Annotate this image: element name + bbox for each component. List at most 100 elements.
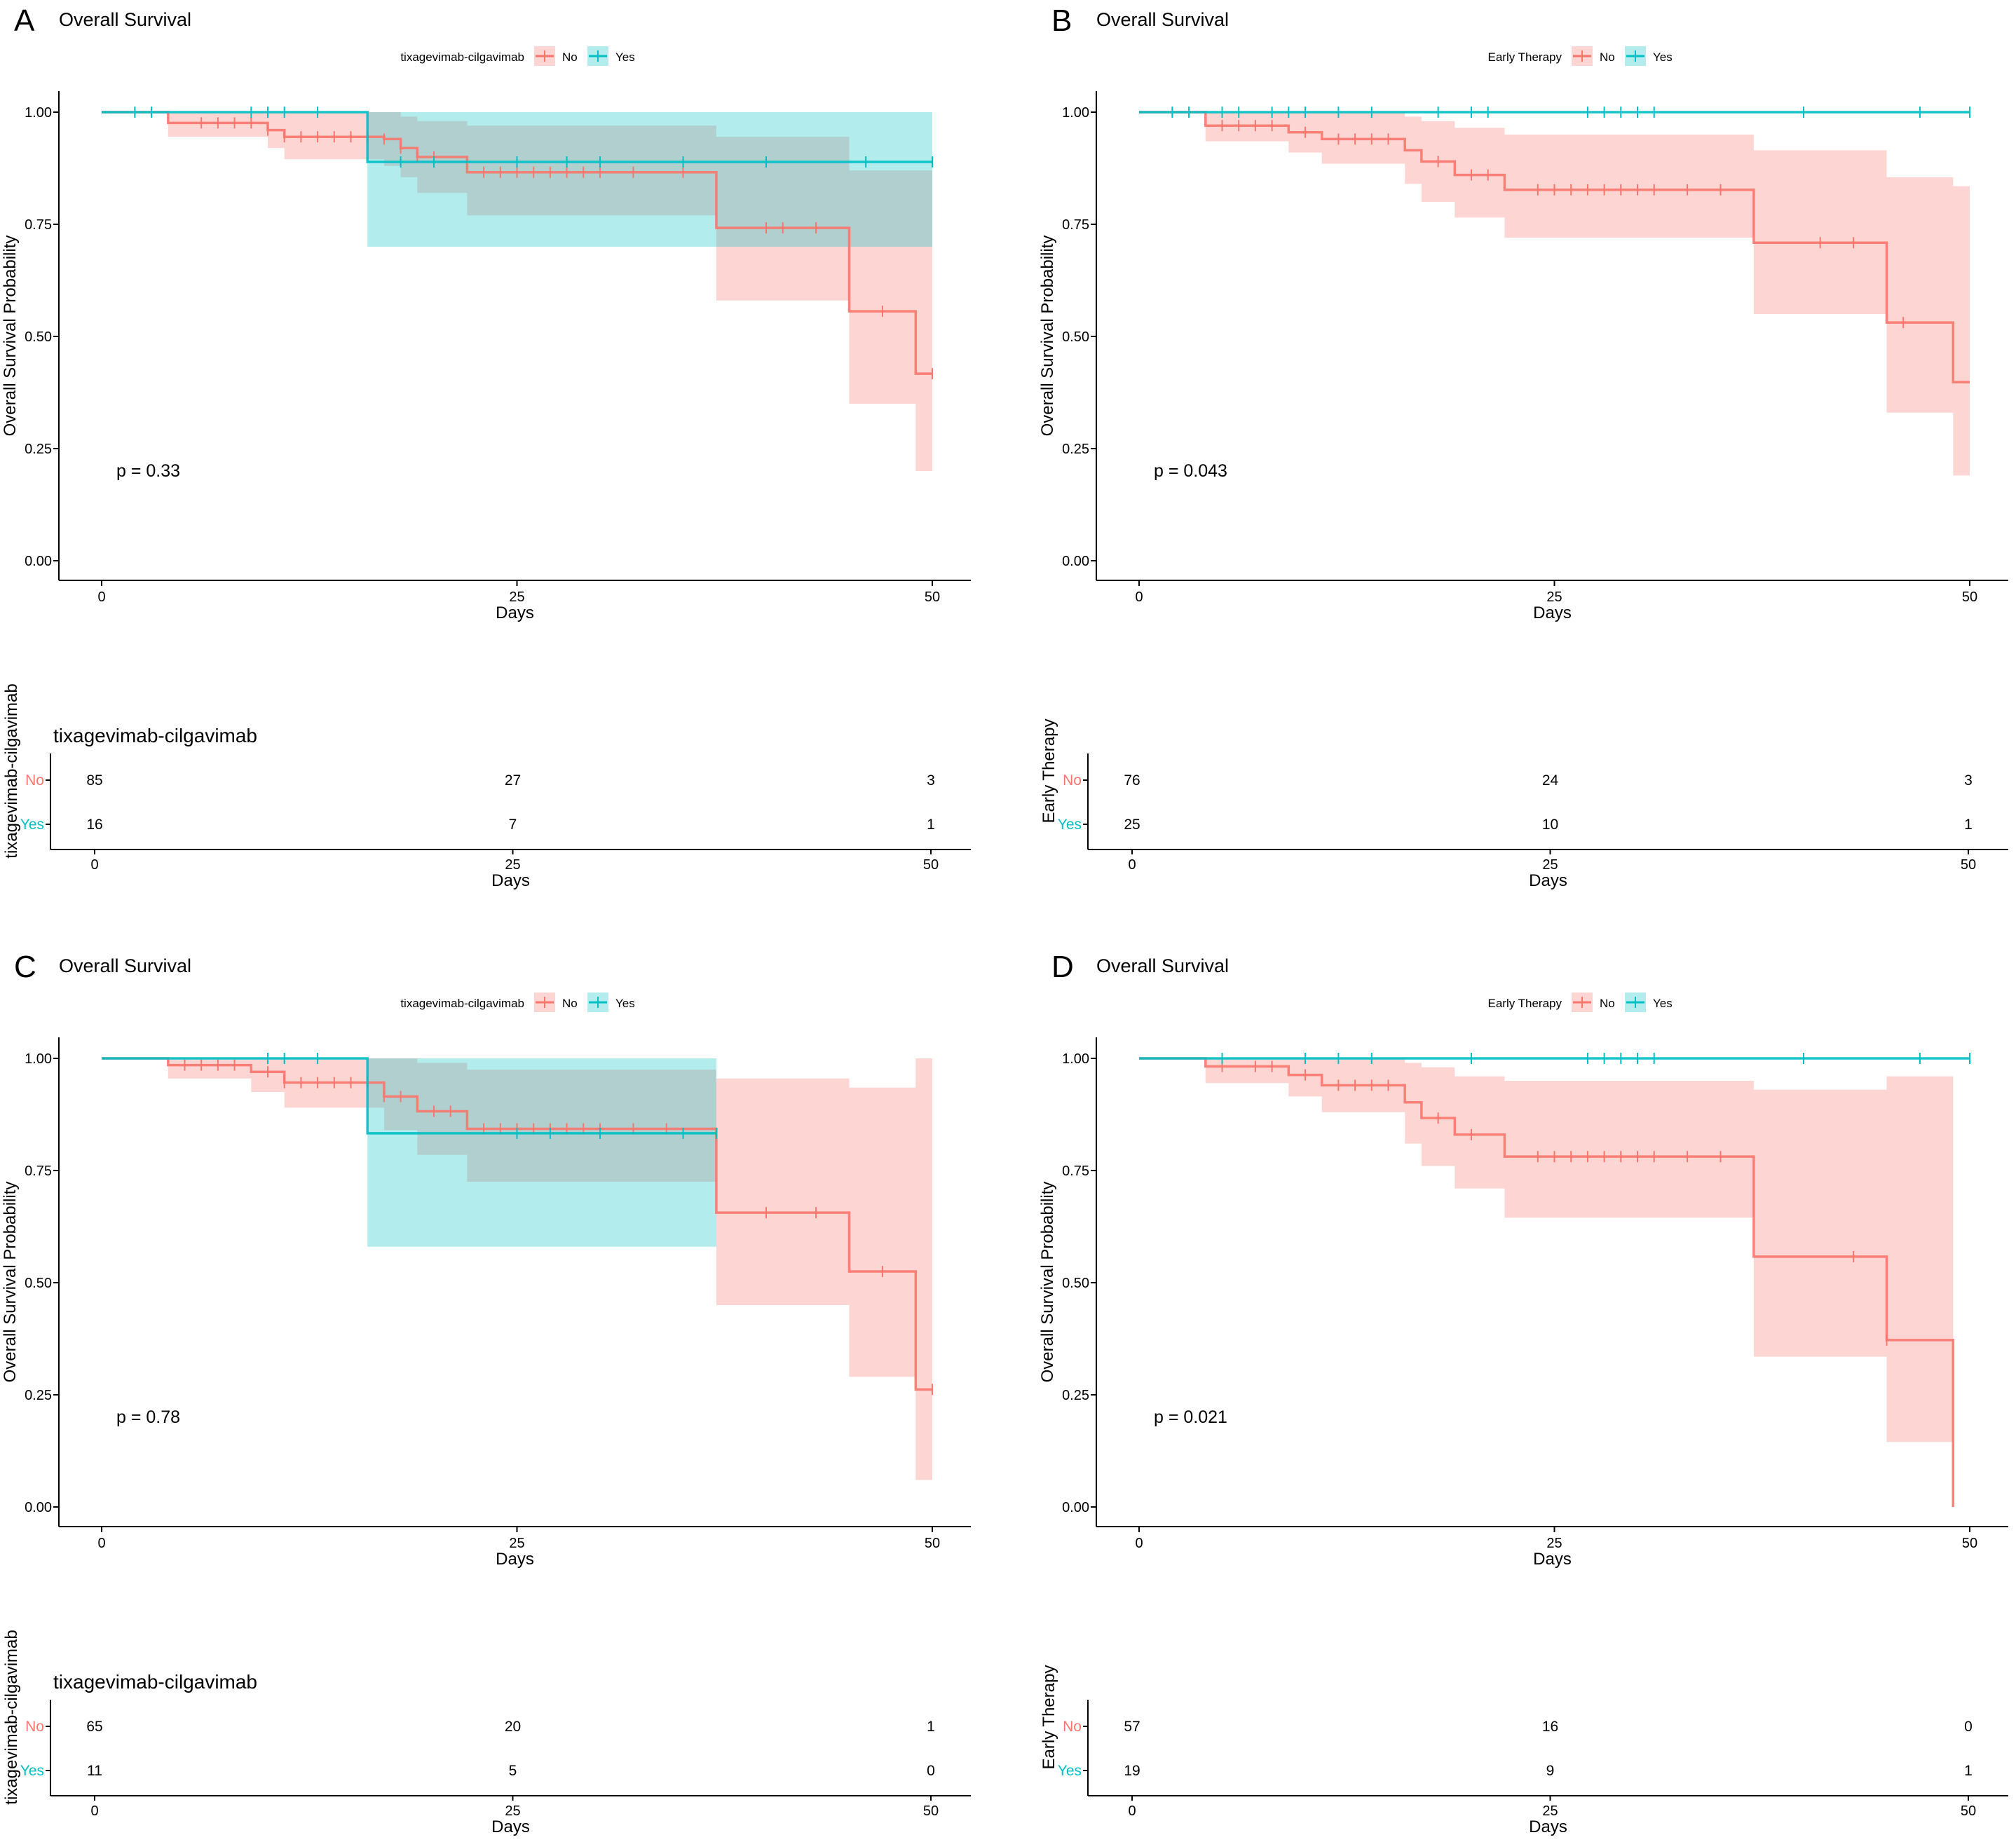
x-tick-label: 25 xyxy=(509,1536,524,1551)
y-tick-label: 0.00 xyxy=(1062,554,1089,569)
legend: Early Therapy No Yes xyxy=(1487,46,1673,66)
y-tick-label: 0.25 xyxy=(1062,1388,1089,1403)
x-axis-label: Days xyxy=(496,603,534,622)
risk-x-tick-label: 25 xyxy=(1542,1803,1558,1819)
y-axis-label: Overall Survival Probability xyxy=(1038,236,1057,437)
risk-x-tick-label: 0 xyxy=(1128,857,1136,873)
x-axis-label: Days xyxy=(1533,1550,1572,1569)
risk-strata-label-yes: Yes xyxy=(1058,817,1082,833)
y-tick-label: 0.50 xyxy=(1062,1276,1089,1291)
y-tick-label: 0.25 xyxy=(25,1388,52,1403)
risk-table: No 57 16 0 Yes 19 9 1 0 25 50 Days Early Therapy xyxy=(1040,1665,2008,1836)
legend-label-no: No xyxy=(562,50,578,64)
survival-curve-yes xyxy=(102,111,932,163)
ci-band-no xyxy=(1139,1058,1954,1442)
risk-table-title: tixagevimab-cilgavimab xyxy=(53,725,257,746)
y-axis-label: Overall Survival Probability xyxy=(1,236,20,437)
risk-y-axis-label: tixagevimab-cilgavimab xyxy=(2,1630,21,1804)
y-axis-label: Overall Survival Probability xyxy=(1038,1182,1057,1383)
risk-count-no: 57 xyxy=(1124,1719,1140,1735)
risk-x-tick-label: 0 xyxy=(90,857,98,873)
y-tick-label: 0.75 xyxy=(25,217,52,233)
risk-count-yes: 10 xyxy=(1542,817,1558,833)
risk-x-axis-label: Days xyxy=(1529,1817,1567,1836)
legend-title: Early Therapy xyxy=(1487,50,1562,64)
y-tick-label: 0.75 xyxy=(1062,1164,1089,1179)
risk-count-no: 16 xyxy=(1542,1719,1558,1735)
risk-strata-label-no: No xyxy=(25,1719,44,1735)
p-value: p = 0.021 xyxy=(1154,1407,1227,1427)
x-tick-label: 50 xyxy=(925,1536,940,1551)
risk-y-axis-label: Early Therapy xyxy=(1040,1665,1058,1770)
y-tick-label: 1.00 xyxy=(25,1051,52,1067)
panel-b: B Overall Survival Early Therapy No Yes 0.00 0… xyxy=(1038,4,2008,890)
risk-count-yes: 1 xyxy=(927,817,935,833)
y-tick-label: 1.00 xyxy=(1062,105,1089,121)
risk-x-tick-label: 0 xyxy=(90,1803,98,1819)
x-axis-label: Days xyxy=(1533,603,1572,622)
risk-x-axis-label: Days xyxy=(491,871,530,890)
risk-count-no: 0 xyxy=(1964,1719,1973,1735)
risk-strata-label-no: No xyxy=(1063,1719,1082,1735)
risk-count-yes: 7 xyxy=(509,817,517,833)
risk-count-no: 27 xyxy=(505,772,521,789)
risk-x-tick-label: 25 xyxy=(1542,857,1558,873)
panel-letter: D xyxy=(1051,950,1074,984)
x-tick-label: 50 xyxy=(1962,589,1977,605)
risk-x-tick-label: 50 xyxy=(923,1803,939,1819)
legend-title: tixagevimab-cilgavimab xyxy=(400,50,524,64)
y-tick-label: 0.50 xyxy=(1062,329,1089,345)
x-tick-label: 0 xyxy=(1135,1536,1143,1551)
panel-title: Overall Survival xyxy=(1096,9,1229,30)
risk-strata-label-no: No xyxy=(25,772,44,789)
risk-x-tick-label: 50 xyxy=(1961,857,1976,873)
x-tick-label: 0 xyxy=(1135,589,1143,605)
y-tick-label: 0.25 xyxy=(25,442,52,457)
legend-label-yes: Yes xyxy=(1653,997,1673,1010)
x-tick-label: 0 xyxy=(97,589,105,605)
x-tick-label: 50 xyxy=(1962,1536,1977,1551)
y-tick-label: 0.00 xyxy=(25,1500,52,1515)
risk-y-axis-label: Early Therapy xyxy=(1040,719,1058,824)
risk-count-no: 85 xyxy=(86,772,102,789)
risk-count-yes: 9 xyxy=(1546,1763,1555,1779)
risk-count-yes: 11 xyxy=(87,1763,102,1779)
panel-d: D Overall Survival Early Therapy No Yes 0.00 0… xyxy=(1038,950,2008,1836)
risk-count-no: 3 xyxy=(927,772,935,789)
y-tick-label: 0.25 xyxy=(1062,442,1089,457)
p-value: p = 0.78 xyxy=(116,1407,180,1427)
risk-count-no: 24 xyxy=(1542,772,1559,789)
y-tick-label: 0.75 xyxy=(1062,217,1089,233)
risk-count-yes: 0 xyxy=(927,1763,935,1779)
ci-band-no xyxy=(102,112,932,471)
legend-title: tixagevimab-cilgavimab xyxy=(400,997,524,1010)
risk-count-yes: 19 xyxy=(1124,1763,1140,1779)
risk-x-axis-label: Days xyxy=(491,1817,530,1836)
y-axis-label: Overall Survival Probability xyxy=(1,1182,20,1383)
risk-count-yes: 16 xyxy=(86,817,102,833)
panel-title: Overall Survival xyxy=(59,955,191,976)
x-tick-label: 25 xyxy=(509,589,524,605)
risk-count-yes: 1 xyxy=(1964,817,1973,833)
legend-title: Early Therapy xyxy=(1487,997,1562,1010)
legend: Early Therapy No Yes xyxy=(1487,992,1673,1012)
risk-strata-label-no: No xyxy=(1063,772,1082,789)
legend-label-no: No xyxy=(1600,50,1615,64)
risk-x-tick-label: 25 xyxy=(505,857,520,873)
y-tick-label: 0.75 xyxy=(25,1164,52,1179)
y-tick-label: 1.00 xyxy=(25,105,52,121)
legend: tixagevimab-cilgavimab No Yes xyxy=(400,46,635,66)
risk-table-title: tixagevimab-cilgavimab xyxy=(53,1671,257,1693)
y-tick-label: 1.00 xyxy=(1062,1051,1089,1067)
legend-label-no: No xyxy=(562,997,578,1010)
y-tick-label: 0.50 xyxy=(25,1276,52,1291)
ci-band-no xyxy=(1139,112,1970,476)
ci-band-yes xyxy=(102,1058,716,1247)
x-axis-label: Days xyxy=(496,1550,534,1569)
risk-x-tick-label: 50 xyxy=(1961,1803,1976,1819)
panel-letter: A xyxy=(14,4,35,38)
panel-letter: C xyxy=(14,950,36,984)
